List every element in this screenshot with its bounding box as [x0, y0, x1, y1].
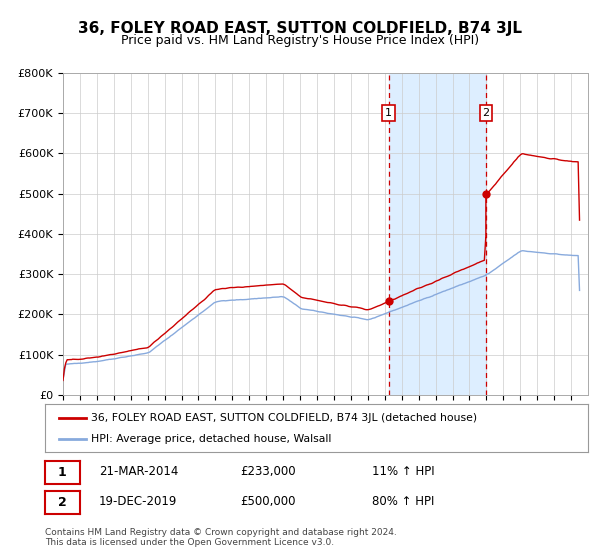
Text: £500,000: £500,000: [240, 494, 296, 508]
Text: £233,000: £233,000: [240, 465, 296, 478]
Text: Price paid vs. HM Land Registry's House Price Index (HPI): Price paid vs. HM Land Registry's House …: [121, 34, 479, 46]
Text: 1: 1: [58, 466, 67, 479]
Text: 80% ↑ HPI: 80% ↑ HPI: [372, 494, 434, 508]
Text: 19-DEC-2019: 19-DEC-2019: [99, 494, 178, 508]
Text: 36, FOLEY ROAD EAST, SUTTON COLDFIELD, B74 3JL: 36, FOLEY ROAD EAST, SUTTON COLDFIELD, B…: [78, 21, 522, 36]
Text: 36, FOLEY ROAD EAST, SUTTON COLDFIELD, B74 3JL (detached house): 36, FOLEY ROAD EAST, SUTTON COLDFIELD, B…: [91, 413, 477, 423]
Text: Contains HM Land Registry data © Crown copyright and database right 2024.
This d: Contains HM Land Registry data © Crown c…: [45, 528, 397, 547]
Text: 2: 2: [58, 496, 67, 509]
Text: 1: 1: [385, 108, 392, 118]
Bar: [389, 73, 486, 395]
Text: HPI: Average price, detached house, Walsall: HPI: Average price, detached house, Wals…: [91, 433, 332, 444]
Text: 2: 2: [482, 108, 490, 118]
Text: 11% ↑ HPI: 11% ↑ HPI: [372, 465, 434, 478]
Text: 21-MAR-2014: 21-MAR-2014: [99, 465, 178, 478]
